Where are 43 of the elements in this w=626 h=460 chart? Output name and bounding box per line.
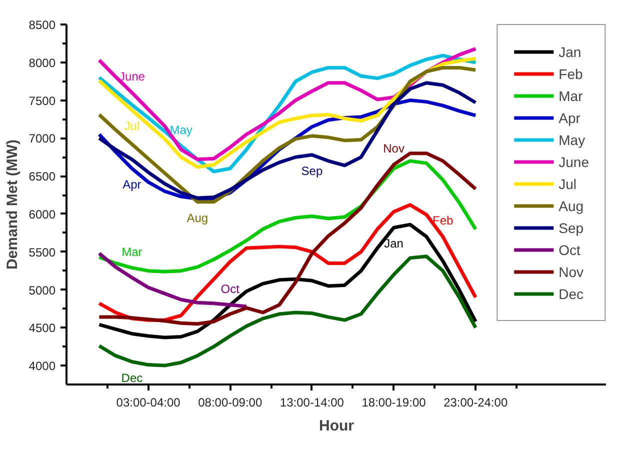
- legend-label: Nov: [558, 262, 584, 282]
- y-tick-label: 8000: [28, 56, 56, 70]
- text: Mar: [122, 244, 142, 259]
- y-tick-label: 7000: [28, 132, 56, 146]
- legend-label: Jul: [558, 174, 578, 194]
- legend-label: June: [558, 152, 589, 172]
- x-tick-label: 08:00-09:00: [198, 396, 262, 410]
- text: Apr: [122, 178, 142, 192]
- x-axis-title: Hour: [319, 418, 354, 434]
- y-tick-label: 6000: [28, 207, 56, 222]
- text: Jul: [124, 119, 140, 134]
- y-tick-label: 4500: [28, 321, 56, 336]
- text: Oct: [220, 282, 240, 296]
- text: Aug: [186, 210, 208, 225]
- text: Jan: [384, 236, 404, 251]
- text: Feb: [432, 214, 454, 228]
- y-tick-label: 8500: [28, 18, 56, 32]
- x-tick-label: 23:00-24:00: [444, 396, 508, 410]
- y-axis-title: Demand Met (MW): [4, 139, 21, 270]
- line-series: [97, 254, 478, 368]
- legend-label: Aug: [558, 196, 584, 216]
- y-tick-label: 5000: [28, 283, 56, 298]
- text: June: [118, 70, 145, 84]
- x-tick-label: 13:00-14:00: [280, 396, 344, 410]
- text: May: [170, 122, 192, 137]
- legend-label: Apr: [558, 108, 580, 128]
- text: Dec: [121, 370, 143, 385]
- legend-label: Feb: [558, 64, 583, 84]
- y-tick-label: 7500: [28, 94, 56, 108]
- line-series: [97, 152, 478, 326]
- text: Nov: [383, 142, 404, 156]
- x-tick-label: 03:00-04:00: [116, 396, 181, 410]
- y-tick-label: 5500: [28, 245, 56, 260]
- legend-label: Sep: [558, 218, 584, 238]
- legend-label: May: [558, 130, 586, 150]
- legend-label: Dec: [558, 284, 584, 304]
- y-tick-label: 6500: [28, 170, 56, 184]
- text: Sep: [301, 164, 323, 178]
- x-tick-label: 18:00-19:00: [362, 396, 426, 410]
- legend-label: Oct: [558, 240, 580, 260]
- legend-label: Jan: [558, 42, 582, 62]
- y-tick-label: 4000: [28, 359, 56, 374]
- legend-label: Mar: [558, 86, 583, 106]
